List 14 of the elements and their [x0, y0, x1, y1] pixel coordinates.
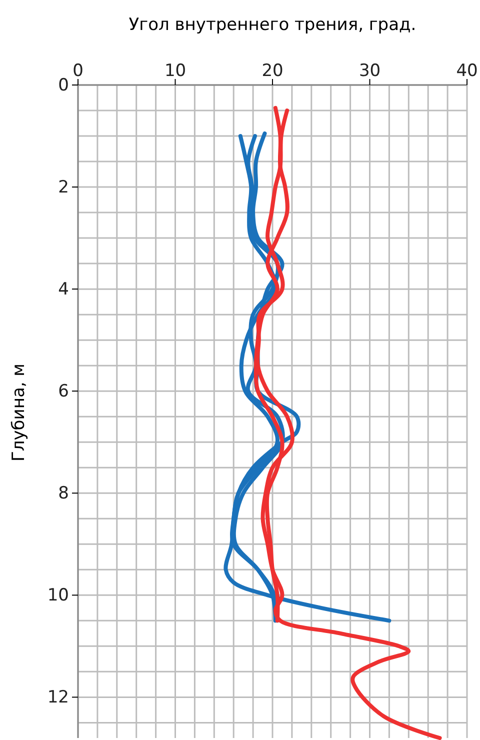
- x-axis-title: Угол внутреннего трения, град.: [128, 15, 416, 35]
- y-tick-label: 10: [47, 586, 69, 606]
- y-tick-label: 6: [58, 382, 69, 402]
- x-tick-label: 40: [456, 61, 478, 81]
- y-axis-title: Глубина, м: [9, 364, 29, 462]
- y-tick-label: 8: [58, 484, 69, 504]
- x-tick-label: 20: [262, 61, 284, 81]
- x-tick-label: 30: [358, 61, 381, 81]
- x-tick-label: 0: [72, 61, 84, 81]
- y-tick-label: 0: [58, 75, 69, 96]
- y-tick-label: 12: [47, 688, 69, 708]
- y-tick-label: 2: [58, 177, 69, 198]
- x-tick-label: 10: [164, 61, 186, 81]
- y-tick-label: 4: [58, 280, 69, 300]
